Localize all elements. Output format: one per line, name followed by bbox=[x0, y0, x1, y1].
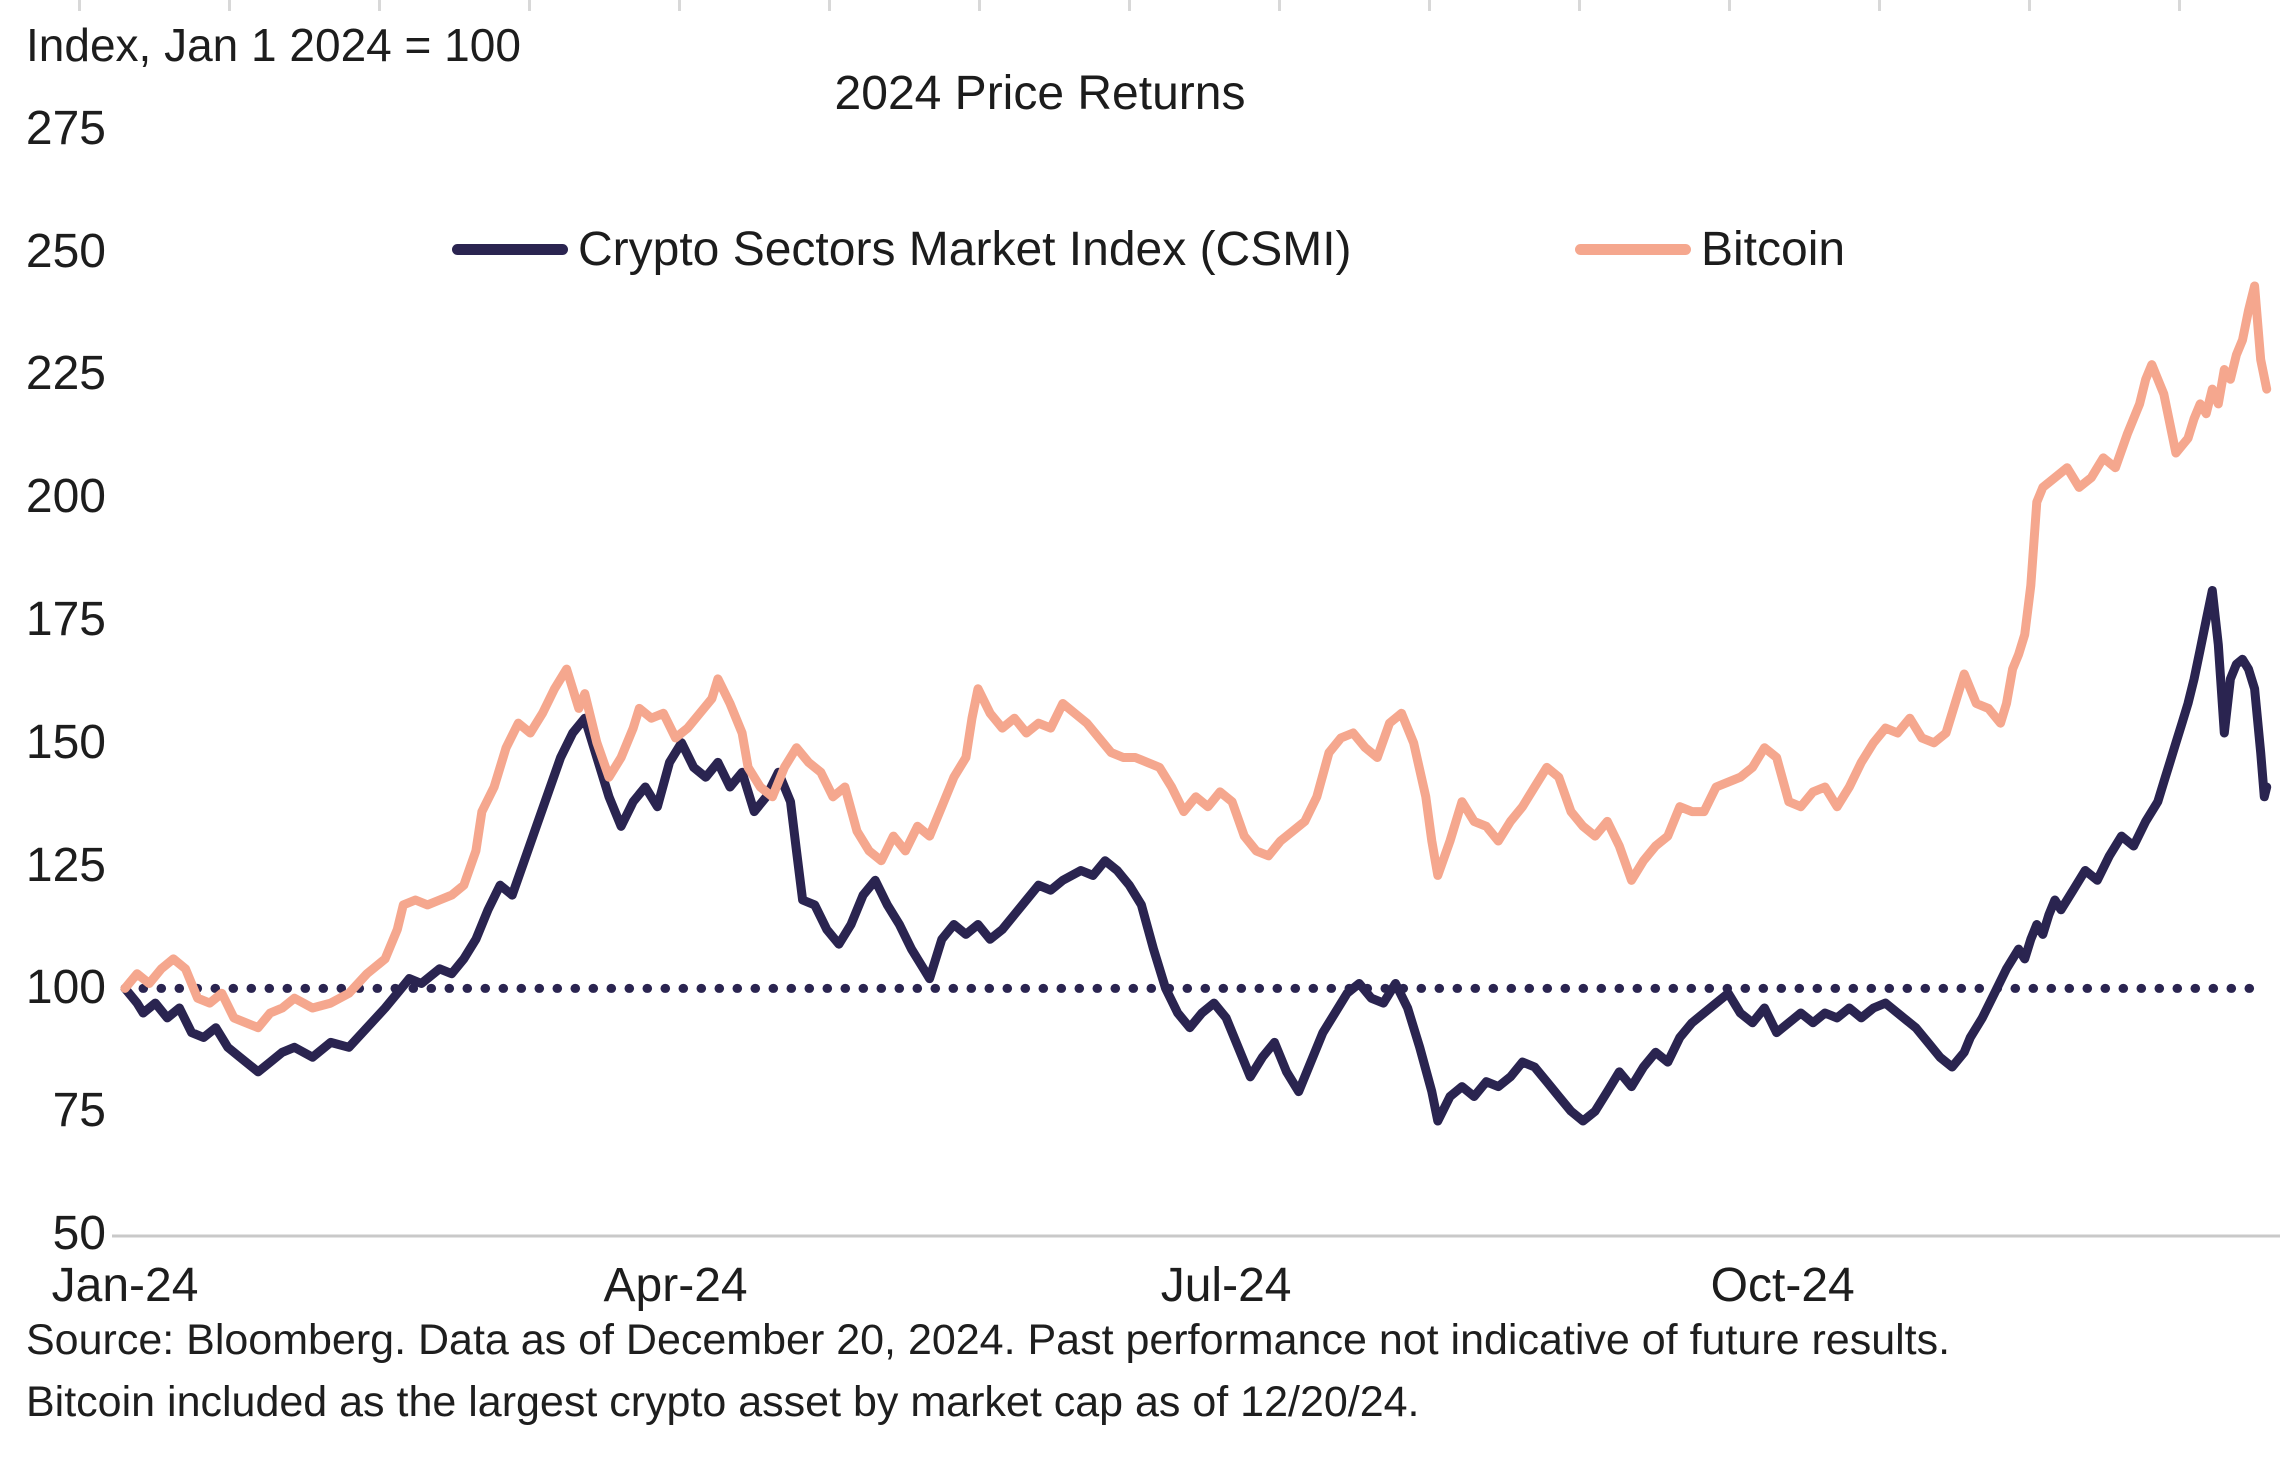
x-tick-label: Apr-24 bbox=[603, 1259, 748, 1312]
source-note-line2: Bitcoin included as the largest crypto a… bbox=[26, 1378, 1420, 1426]
y-tick-label: 125 bbox=[25, 838, 106, 892]
y-tick-label: 200 bbox=[25, 470, 106, 524]
y-tick-label: 50 bbox=[52, 1207, 106, 1260]
y-tick-label: 225 bbox=[25, 347, 106, 401]
x-tick-label: Jan-24 bbox=[51, 1259, 199, 1312]
y-tick-label: 150 bbox=[25, 715, 106, 769]
source-note-line1: Source: Bloomberg. Data as of December 2… bbox=[26, 1316, 1951, 1364]
bitcoin-line bbox=[120, 281, 2272, 1033]
x-tick-label: Jul-24 bbox=[1160, 1259, 1292, 1312]
y-tick-label: 275 bbox=[25, 101, 106, 155]
axis-unit-note: Index, Jan 1 2024 = 100 bbox=[26, 19, 521, 71]
legend-label-bitcoin: Bitcoin bbox=[1701, 223, 1846, 276]
csmi-line-swatch bbox=[452, 244, 568, 255]
x-tick-label: Oct-24 bbox=[1710, 1259, 1855, 1312]
legend-label-csmi: Crypto Sectors Market Index (CSMI) bbox=[578, 223, 1352, 276]
y-tick-label: 250 bbox=[25, 224, 106, 278]
y-tick-label: 100 bbox=[25, 961, 106, 1015]
chart-title: 2024 Price Returns bbox=[834, 67, 1246, 120]
y-tick-label: 75 bbox=[52, 1084, 106, 1138]
legend-item-csmi: Crypto Sectors Market Index (CSMI) bbox=[452, 222, 1352, 277]
y-tick-label: 175 bbox=[25, 593, 106, 646]
csmi-line bbox=[120, 586, 2272, 1126]
legend-item-bitcoin: Bitcoin bbox=[1575, 222, 1845, 277]
bitcoin-line-swatch bbox=[1575, 244, 1691, 255]
